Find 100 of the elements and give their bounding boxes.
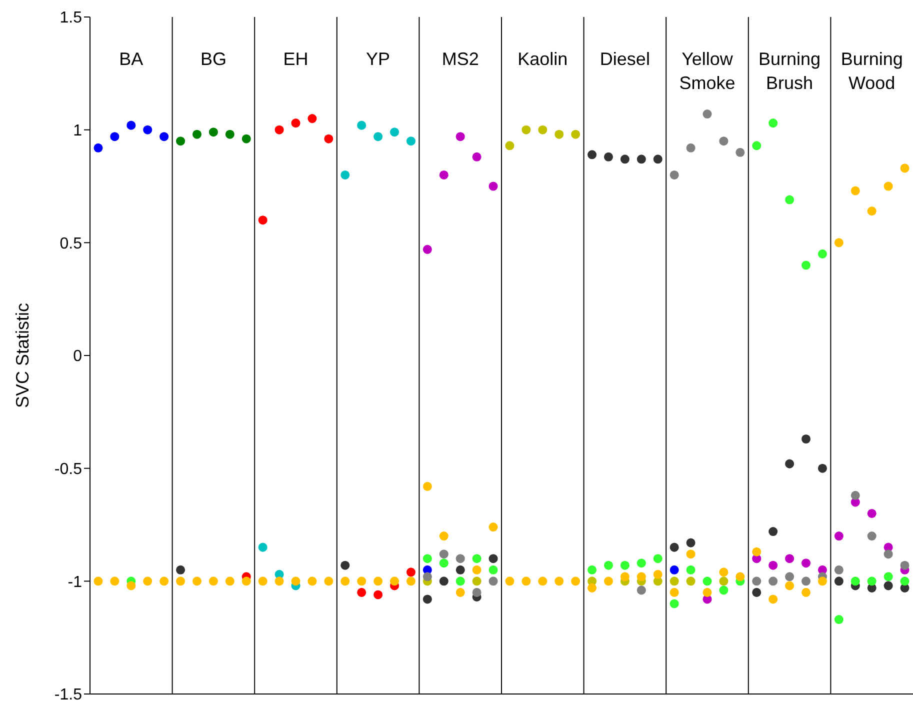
annotation: YP [366, 49, 390, 69]
point [818, 249, 827, 258]
point [357, 120, 366, 130]
point [736, 572, 745, 582]
point [670, 576, 679, 586]
point [702, 576, 712, 586]
point [884, 550, 893, 559]
point [719, 568, 728, 577]
point [604, 576, 614, 586]
point [472, 152, 482, 162]
point [801, 558, 811, 568]
point [522, 125, 531, 134]
annotation: MS2 [442, 49, 479, 69]
point [768, 594, 778, 604]
point [258, 542, 268, 552]
point [274, 576, 284, 586]
point [406, 136, 416, 146]
point [488, 554, 498, 564]
point [686, 538, 696, 548]
point [126, 120, 136, 130]
point [94, 143, 103, 152]
point [488, 182, 498, 191]
point [884, 182, 893, 191]
point [818, 464, 827, 473]
point [801, 260, 811, 270]
point [291, 576, 300, 586]
point [308, 114, 317, 124]
point [192, 576, 202, 586]
point [834, 532, 844, 541]
point [374, 132, 383, 142]
y-tick-label: 0 [73, 348, 82, 366]
point [785, 572, 794, 582]
point [522, 576, 531, 586]
point [242, 134, 251, 144]
point [768, 560, 778, 570]
point [571, 130, 580, 139]
point [258, 216, 268, 225]
point [439, 558, 448, 568]
point [422, 244, 432, 254]
point [225, 576, 234, 586]
point [505, 576, 514, 586]
point [258, 576, 268, 586]
point [472, 554, 482, 564]
point [702, 110, 712, 119]
point [505, 141, 514, 150]
point [176, 565, 186, 574]
point [736, 148, 745, 157]
point [834, 565, 844, 574]
point [143, 576, 152, 586]
point [472, 588, 482, 597]
point [801, 588, 811, 597]
point [900, 164, 910, 173]
point [620, 572, 630, 582]
point [324, 134, 334, 144]
point [390, 576, 400, 586]
point [538, 125, 548, 134]
point [390, 128, 400, 137]
point [620, 560, 630, 570]
point [488, 565, 498, 574]
point [785, 459, 794, 468]
point [636, 572, 646, 582]
point [867, 206, 876, 216]
point [324, 576, 334, 586]
point [801, 576, 811, 586]
point [719, 586, 728, 595]
point [374, 576, 383, 586]
point [867, 532, 876, 541]
point [604, 152, 614, 162]
point [192, 130, 202, 139]
annotation: Yellow Smoke [679, 49, 736, 93]
point [439, 576, 448, 586]
point [867, 508, 876, 518]
point [752, 547, 762, 556]
annotation: BA [119, 49, 144, 69]
point [374, 590, 383, 600]
point [176, 136, 186, 146]
point [208, 128, 218, 137]
point [636, 558, 646, 568]
point [785, 195, 794, 204]
point [242, 576, 251, 586]
point [636, 586, 646, 595]
point [884, 581, 893, 590]
point [422, 554, 432, 564]
point [785, 581, 794, 590]
point [456, 565, 465, 574]
point [456, 132, 465, 142]
annotation: Burning Wood [840, 49, 903, 93]
annotation: Burning Brush [758, 49, 821, 93]
y-tick-label: -0.5 [54, 461, 82, 478]
point [604, 560, 614, 570]
point [422, 594, 432, 604]
point [850, 186, 860, 196]
point [768, 576, 778, 586]
point [653, 154, 662, 164]
point [160, 576, 169, 586]
point [94, 576, 103, 586]
point [768, 118, 778, 128]
annotation: EH [283, 49, 308, 69]
point [422, 482, 432, 491]
point [225, 130, 234, 139]
